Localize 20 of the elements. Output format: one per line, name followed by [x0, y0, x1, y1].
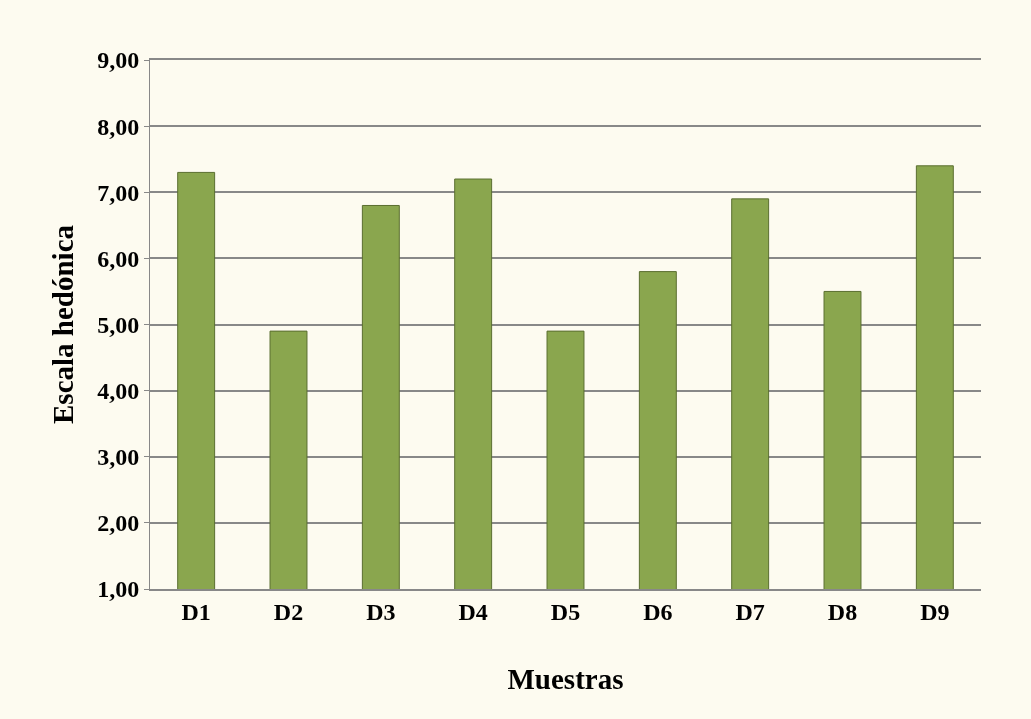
x-tick-label: D4: [458, 598, 488, 625]
x-tick-label: D9: [920, 598, 950, 625]
y-tick-label: 7,00: [97, 179, 140, 206]
x-tick-label: D6: [643, 598, 673, 625]
y-tick-label: 1,00: [97, 576, 140, 603]
y-axis-title: Escala hedónica: [46, 224, 79, 424]
x-tick-label: D2: [273, 598, 304, 625]
x-tick-label: D3: [366, 598, 396, 625]
x-axis-title: Muestras: [507, 662, 624, 695]
y-tick-label: 2,00: [97, 510, 140, 537]
x-tick-label: D8: [827, 598, 858, 625]
y-tick-label: 5,00: [97, 311, 140, 338]
x-tick-label: D5: [550, 598, 581, 625]
y-tick-label: 8,00: [97, 113, 140, 140]
x-tick-label: D1: [181, 598, 211, 625]
y-tick-label: 3,00: [97, 444, 140, 471]
y-tick-label: 4,00: [97, 378, 140, 405]
y-tick-label: 6,00: [97, 245, 140, 272]
y-tick-label: 9,00: [97, 47, 140, 74]
x-tick-label: D7: [735, 598, 765, 625]
